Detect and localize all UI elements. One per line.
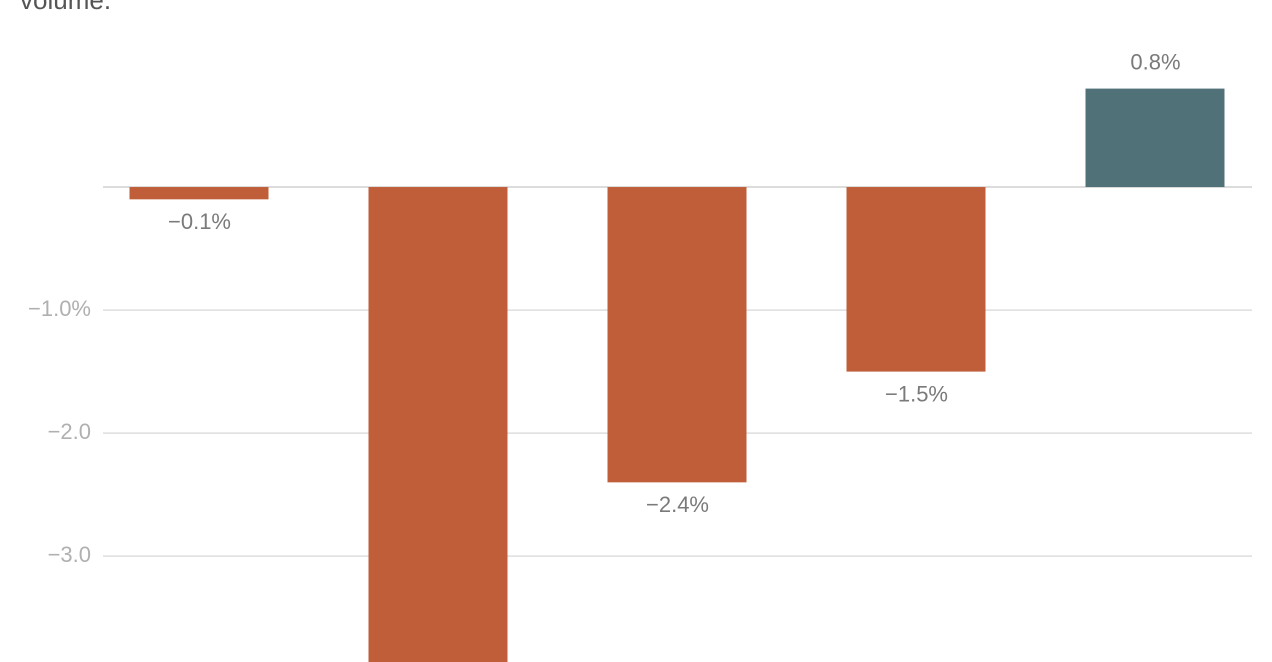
bar [846, 187, 986, 372]
y-tick-label: −1.0% [28, 296, 91, 321]
chart-title: volume. [20, 0, 111, 15]
value-label: −1.5% [885, 381, 948, 406]
value-label: −0.1% [168, 209, 231, 234]
bar [129, 187, 269, 200]
bar [1085, 88, 1225, 188]
value-label: 0.8% [1130, 49, 1180, 74]
bar [607, 187, 747, 483]
bar [368, 187, 508, 662]
value-label: −2.4% [646, 492, 709, 517]
y-tick-label: −3.0 [48, 542, 91, 567]
y-tick-label: −2.0 [48, 419, 91, 444]
